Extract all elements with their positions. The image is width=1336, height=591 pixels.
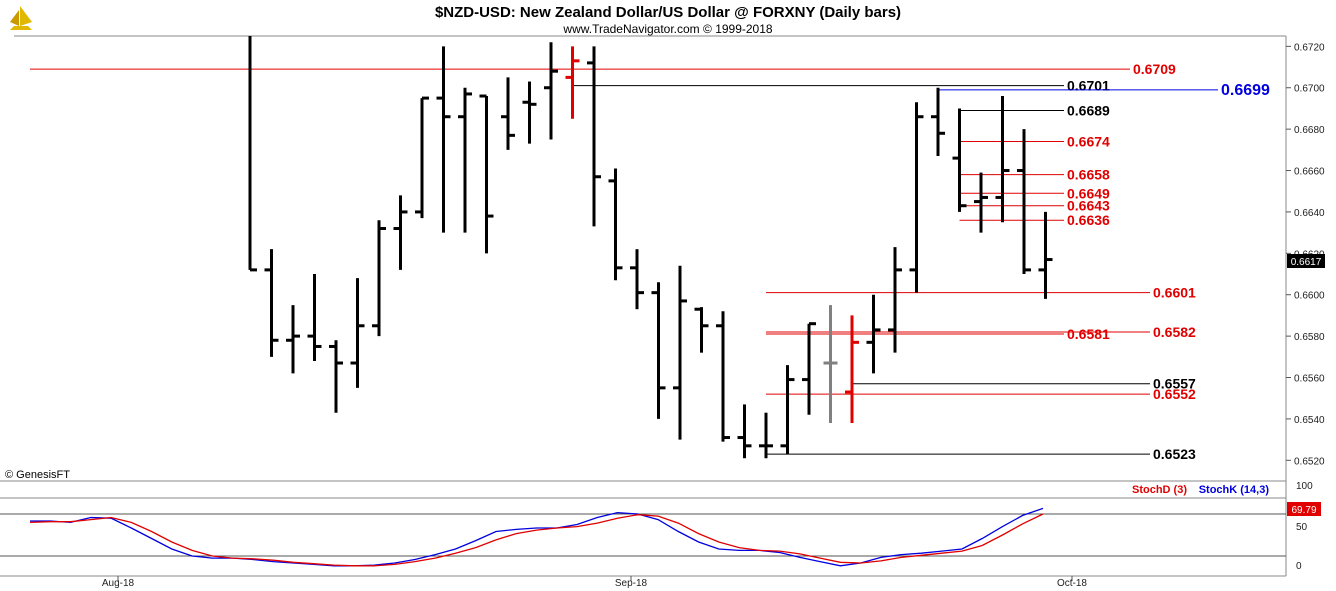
level-label: 0.6581 [1067,326,1110,342]
stoch-series-line [30,507,1044,567]
stoch-tick-label: 0 [1296,561,1302,572]
level-label: 0.6674 [1067,134,1110,150]
price-tick-label: 0.6600 [1294,291,1325,302]
stoch-last-label: 69.79 [1291,505,1316,516]
level-label: 0.6689 [1067,103,1110,119]
level-label: 0.6649 [1067,185,1110,201]
stoch-tick-label: 50 [1296,522,1308,533]
stoch-last-badge [1287,502,1321,516]
price-tick-label: 0.6660 [1294,167,1325,178]
trade-navigator-logo-icon [10,6,32,30]
price-tick-label: 0.6640 [1294,208,1325,219]
time-axis: Aug-18 Sep-18 Oct-18 [102,576,1087,589]
level-label: 0.6636 [1067,212,1110,228]
price-tick-label: 0.6720 [1294,42,1325,53]
level-label: 0.6699 [1221,82,1270,99]
legend-stochk: StochK (14,3) [1199,484,1270,496]
price-bars [248,36,1053,459]
price-levels: 0.6709 0.6701 0.6699 0.6689 0.6674 0.6658 0.66… [30,61,1270,462]
level-label: 0.6658 [1067,167,1110,183]
time-tick-label: Sep-18 [615,578,648,589]
level-label: 0.6709 [1133,61,1176,77]
stoch-tick-label: 100 [1296,481,1313,492]
time-tick-label: Oct-18 [1057,578,1087,589]
level-label: 0.6582 [1153,324,1196,340]
price-tick-label: 0.6580 [1294,332,1325,343]
stochastic-pane: 100 50 0 [0,481,1313,572]
last-price-label: 0.6617 [1291,257,1322,268]
time-tick-label: Aug-18 [102,578,135,589]
stoch-series-line [29,513,1044,567]
price-tick-label: 0.6520 [1294,456,1325,467]
level-label: 0.6557 [1153,376,1196,392]
price-tick-label: 0.6700 [1294,84,1325,95]
chart-subtitle: www.TradeNavigator.com © 1999-2018 [562,22,772,36]
level-label: 0.6601 [1153,285,1196,301]
chart-title: $NZD-USD: New Zealand Dollar/US Dollar @… [435,4,901,21]
price-tick-label: 0.6540 [1294,415,1325,426]
last-price-badge [1287,254,1325,268]
level-label: 0.6552 [1153,386,1196,402]
watermark: © GenesisFT [5,469,70,481]
price-tick-label: 0.6680 [1294,125,1325,136]
price-tick-label: 0.6560 [1294,374,1325,385]
level-label: 0.6701 [1067,78,1110,94]
legend-stochd: StochD (3) [1132,484,1187,496]
level-label: 0.6643 [1067,198,1110,214]
level-label: 0.6523 [1153,446,1196,462]
